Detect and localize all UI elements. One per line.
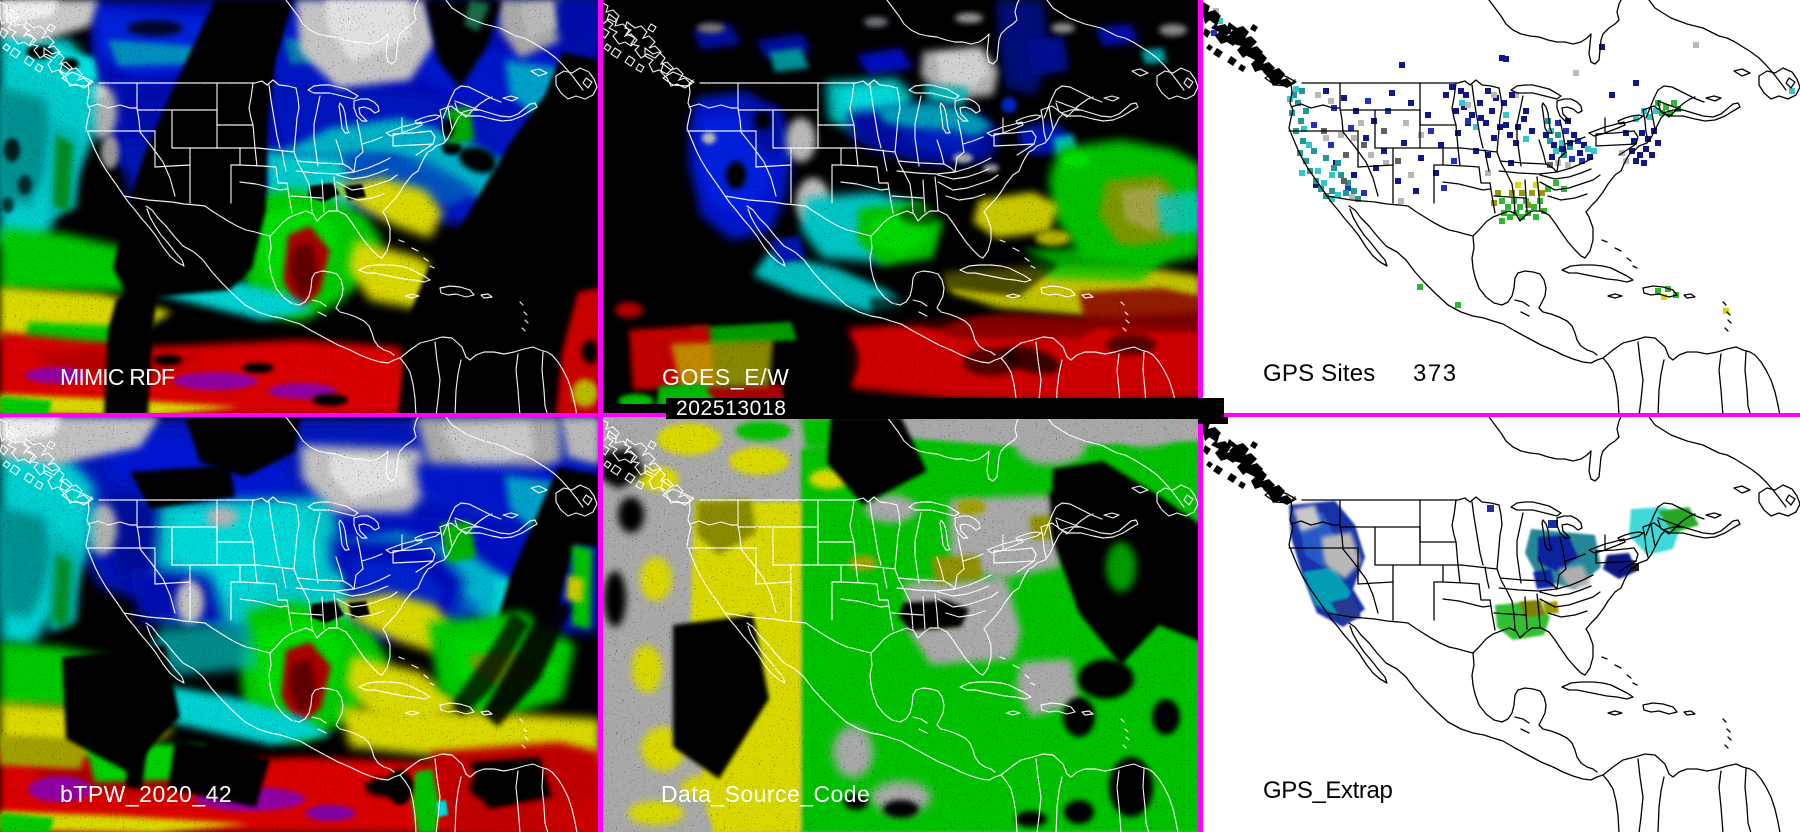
svg-text:bTPW_2020_42: bTPW_2020_42 [60,781,232,807]
svg-text:GPS Sites: GPS Sites [1263,360,1376,387]
svg-text:GOES_E/W: GOES_E/W [662,364,790,390]
svg-text:373: 373 [1413,360,1458,387]
svg-text:GPS_Extrap: GPS_Extrap [1263,777,1392,804]
svg-text:MIMIC RDF: MIMIC RDF [60,364,175,390]
svg-text:202513018: 202513018 [676,397,787,420]
svg-text:Data_Source_Code: Data_Source_Code [661,781,870,807]
